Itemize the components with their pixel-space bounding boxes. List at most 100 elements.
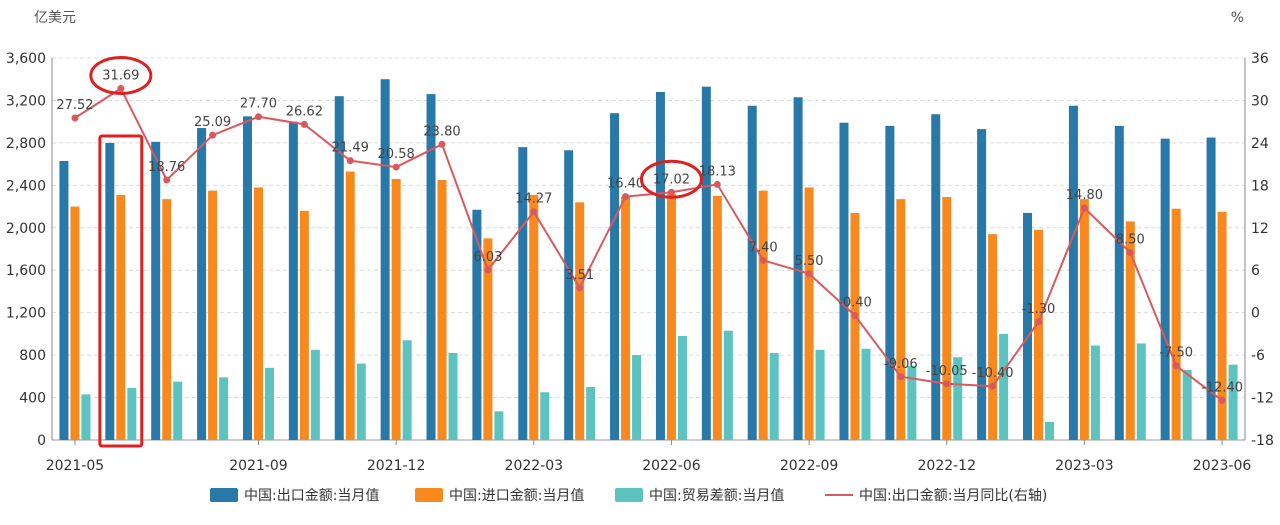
- data-label: 18.76: [148, 160, 185, 175]
- y-right-tick-label: 0: [1251, 306, 1260, 322]
- bar: [586, 386, 596, 440]
- data-label: 14.27: [515, 192, 552, 207]
- bar: [1171, 208, 1181, 440]
- bar: [953, 357, 963, 440]
- bar: [1136, 343, 1146, 440]
- bar: [564, 150, 574, 441]
- bar: [632, 355, 642, 440]
- bar: [769, 352, 779, 440]
- yoy-point: [300, 120, 308, 128]
- legend-label: 中国:出口金额:当月同比(右轴): [859, 488, 1047, 504]
- y-right-tick-label: 18: [1251, 178, 1269, 194]
- x-tick-label: 2023-06: [1193, 458, 1252, 474]
- bar: [1068, 105, 1078, 440]
- y-left-tick-label: 800: [19, 348, 46, 364]
- yoy-point: [805, 270, 813, 278]
- bar: [288, 121, 298, 441]
- y-right-tick-label: -18: [1251, 433, 1274, 449]
- bar: [896, 199, 906, 440]
- bar: [758, 190, 768, 440]
- bar: [208, 190, 218, 440]
- y-left-tick-label: 1,200: [6, 306, 46, 322]
- yoy-point: [117, 84, 125, 92]
- bar: [1045, 421, 1055, 440]
- x-tick-label: 2022-06: [642, 458, 701, 474]
- bar: [1206, 137, 1216, 441]
- bar: [1125, 221, 1135, 440]
- data-label: 23.80: [423, 124, 460, 139]
- yoy-point: [622, 193, 630, 201]
- yoy-point: [943, 380, 951, 388]
- data-label: -9.06: [884, 357, 918, 372]
- data-label: 20.58: [378, 147, 415, 162]
- y-right-tick-label: 36: [1251, 51, 1269, 67]
- bar: [610, 113, 620, 440]
- yoy-point: [392, 163, 400, 171]
- bar: [540, 392, 550, 440]
- legend-label: 中国:贸易差额:当月值: [649, 488, 784, 504]
- bar: [575, 202, 585, 440]
- data-label: 14.80: [1066, 188, 1103, 203]
- bar: [70, 206, 80, 440]
- yoy-point: [209, 131, 217, 139]
- bar: [242, 116, 252, 440]
- bar: [988, 234, 998, 440]
- bar: [1228, 364, 1238, 440]
- y-right-tick-label: 12: [1251, 221, 1269, 237]
- bar: [793, 97, 803, 440]
- data-label: 18.13: [699, 164, 736, 179]
- yoy-point: [71, 114, 79, 122]
- data-label: 17.02: [653, 172, 690, 187]
- bar: [105, 142, 115, 440]
- bar: [483, 238, 493, 440]
- x-tick-label: 2022-09: [780, 458, 839, 474]
- x-tick-label: 2021-05: [46, 458, 105, 474]
- data-label: -12.40: [1201, 380, 1243, 395]
- bar: [310, 349, 320, 440]
- data-label: 6.03: [473, 250, 502, 265]
- bar: [1034, 229, 1044, 440]
- bar: [723, 330, 733, 440]
- bar: [931, 114, 941, 440]
- bar: [448, 352, 458, 440]
- bar: [1182, 369, 1192, 440]
- y-right-unit: %: [1231, 10, 1244, 26]
- data-label: 7.40: [749, 240, 778, 255]
- x-tick-label: 2023-03: [1055, 458, 1114, 474]
- data-label: -10.40: [972, 366, 1014, 381]
- y-left-tick-label: 1,600: [6, 263, 46, 279]
- data-label: 25.09: [194, 115, 231, 130]
- y-left-tick-label: 0: [37, 433, 46, 449]
- bar: [264, 367, 274, 440]
- bar: [999, 333, 1009, 440]
- bar: [1114, 125, 1124, 441]
- y-left-tick-label: 2,800: [6, 136, 46, 152]
- bar: [81, 394, 91, 440]
- bar: [815, 349, 825, 440]
- bar: [380, 79, 390, 440]
- data-label: 3.51: [565, 268, 594, 283]
- data-label: 27.52: [56, 98, 93, 113]
- data-label: 5.50: [795, 254, 824, 269]
- data-label: 21.49: [332, 141, 369, 156]
- bar: [494, 411, 504, 440]
- legend-swatch: [210, 488, 238, 502]
- bar: [850, 212, 860, 440]
- bar: [621, 197, 631, 440]
- bar: [666, 193, 676, 440]
- legend-swatch: [615, 488, 643, 502]
- yoy-point: [667, 188, 675, 196]
- data-label: 26.62: [286, 104, 323, 119]
- bar: [1090, 345, 1100, 440]
- yoy-point: [484, 266, 492, 274]
- y-left-tick-label: 3,200: [6, 93, 46, 109]
- bar: [804, 187, 814, 440]
- bar: [402, 340, 412, 440]
- data-label: -10.05: [926, 364, 968, 379]
- x-tick-label: 2021-09: [229, 458, 288, 474]
- yoy-point: [254, 113, 262, 121]
- bar: [162, 199, 172, 440]
- yoy-point: [163, 176, 171, 184]
- y-right-tick-label: 6: [1251, 263, 1260, 279]
- bar: [299, 210, 309, 440]
